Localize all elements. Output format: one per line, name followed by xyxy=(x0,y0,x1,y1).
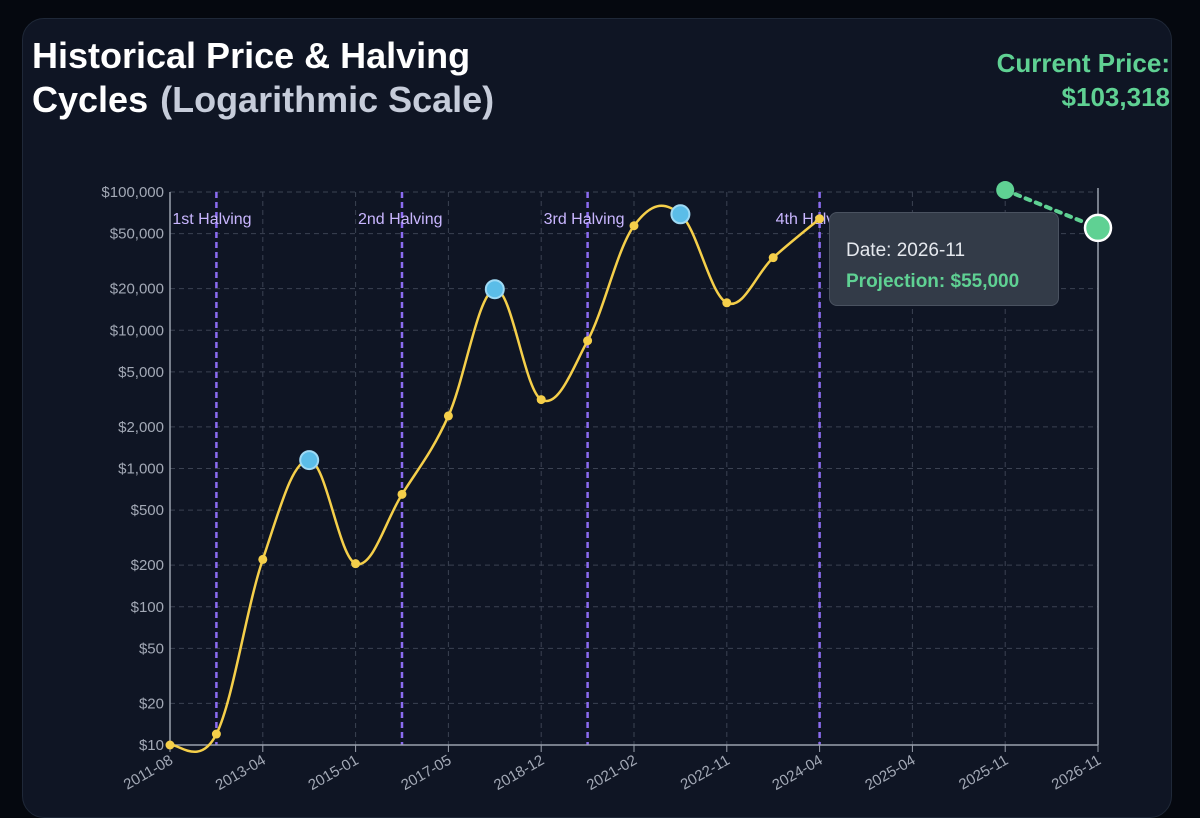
grid xyxy=(169,191,1099,746)
current-price-label: Current Price: xyxy=(996,48,1170,78)
x-tick-label: 2024-04 xyxy=(769,752,825,794)
y-tick-label: $500 xyxy=(131,502,164,519)
price-series xyxy=(165,204,825,753)
y-tick-label: $50,000 xyxy=(110,226,164,243)
price-point xyxy=(258,554,268,564)
price-point xyxy=(443,411,453,421)
tooltip-date: Date: 2026-11 xyxy=(846,240,966,261)
cycle-peak-point xyxy=(484,279,505,300)
y-tick-label: $200 xyxy=(131,557,164,574)
y-tick-label: $100,000 xyxy=(101,184,164,201)
x-tick-label: 2015-01 xyxy=(305,752,361,794)
current-price-box: Current Price: $103,318 xyxy=(997,46,1170,114)
y-tick-label: $20 xyxy=(139,695,164,712)
y-tick-label: $5,000 xyxy=(118,364,164,381)
chart-tooltip: Date: 2026-11 Projection: $55,000 xyxy=(829,212,1059,306)
y-tick-label: $1,000 xyxy=(118,461,164,478)
price-point xyxy=(211,729,221,739)
x-tick-label: 2025-11 xyxy=(956,752,1011,794)
price-point xyxy=(815,214,825,224)
y-tick-label: $2,000 xyxy=(118,419,164,436)
x-tick-label: 2025-04 xyxy=(862,752,918,794)
halving-label: 3rd Halving xyxy=(544,211,625,228)
price-point xyxy=(536,395,546,405)
x-tick-label: 2021-02 xyxy=(584,752,640,794)
x-tick-label: 2018-12 xyxy=(491,752,547,794)
chart-card xyxy=(22,18,1172,818)
cycle-peak-point xyxy=(299,450,320,471)
price-point xyxy=(397,489,407,499)
y-tick-label: $50 xyxy=(139,640,164,657)
price-point xyxy=(165,740,175,750)
price-point xyxy=(722,298,732,308)
price-point xyxy=(768,253,778,263)
y-tick-label: $20,000 xyxy=(110,281,164,298)
title-main: Historical Price & Halving Cycles xyxy=(32,35,471,120)
x-tick-label: 2017-05 xyxy=(398,752,454,794)
price-point xyxy=(629,221,639,231)
x-tick-label: 2013-04 xyxy=(213,752,269,794)
price-point xyxy=(583,336,593,346)
x-tick-label: 2011-08 xyxy=(121,752,176,794)
page-title: Historical Price & Halving Cycles (Logari… xyxy=(32,34,592,122)
y-tick-label: $10 xyxy=(139,737,164,754)
price-line xyxy=(169,204,821,753)
projection-series xyxy=(996,181,1113,243)
title-subtitle: (Logarithmic Scale) xyxy=(160,79,495,120)
tooltip-projection: Projection: $55,000 xyxy=(846,271,1020,292)
halving-label: 1st Halving xyxy=(172,211,251,228)
x-tick-label: 2026-11 xyxy=(1049,752,1104,794)
current-price-point xyxy=(996,181,1015,200)
y-tick-label: $10,000 xyxy=(110,322,164,339)
projection-line xyxy=(1003,188,1100,230)
cycle-peak-point xyxy=(670,204,691,225)
x-tick-label: 2022-11 xyxy=(678,752,733,794)
projection-point xyxy=(1083,213,1113,243)
price-point xyxy=(351,559,361,569)
current-price-value: $103,318 xyxy=(1061,82,1170,112)
y-tick-label: $100 xyxy=(131,599,164,616)
halving-label: 2nd Halving xyxy=(358,211,443,228)
